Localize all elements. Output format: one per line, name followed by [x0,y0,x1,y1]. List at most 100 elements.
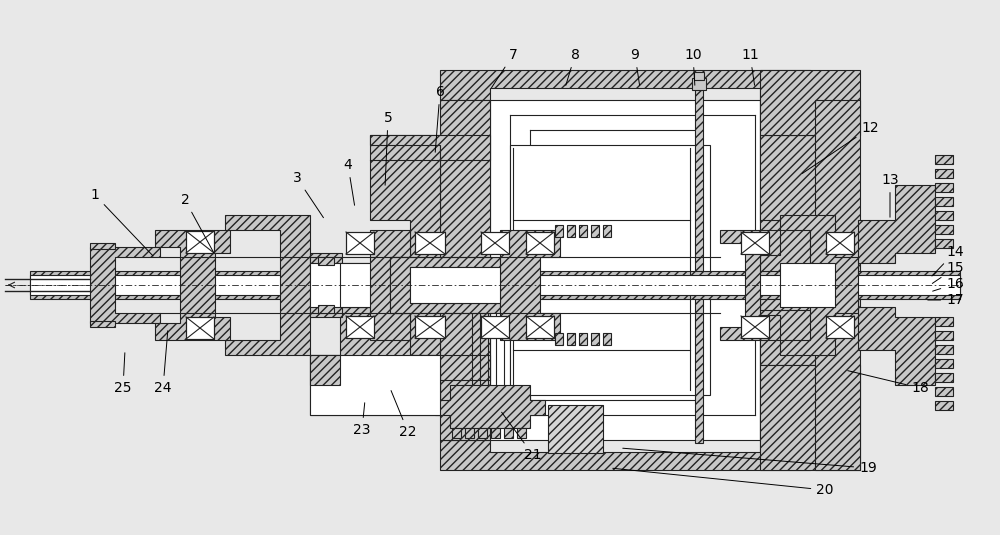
Bar [741,316,769,338]
Bar [186,231,214,253]
Text: 16: 16 [933,277,964,291]
Text: 3: 3 [293,171,323,218]
Bar [186,317,214,339]
Polygon shape [858,185,935,263]
Bar [346,232,374,254]
Bar [579,333,587,345]
Polygon shape [370,355,490,380]
Bar [935,387,953,396]
Bar [815,100,860,470]
Bar [935,183,953,192]
Bar [318,305,334,313]
Bar [526,316,554,338]
Bar [410,267,500,303]
Bar [478,428,487,438]
Bar [310,355,440,415]
Bar [415,316,445,338]
Bar [695,88,703,443]
Polygon shape [500,230,560,340]
Bar [603,333,611,345]
Polygon shape [760,135,850,365]
Bar [555,225,563,237]
Bar [186,317,214,339]
Polygon shape [760,70,860,135]
Bar [526,232,554,254]
Polygon shape [720,230,780,340]
Polygon shape [340,230,410,340]
Bar [579,225,587,237]
Bar [510,145,710,395]
Polygon shape [440,440,810,470]
Bar [935,211,953,220]
Polygon shape [780,215,858,355]
Bar [935,373,953,382]
Bar [318,257,334,265]
Polygon shape [225,215,340,355]
Bar [826,232,854,254]
Bar [504,428,513,438]
Text: 10: 10 [684,48,702,85]
Text: 19: 19 [623,448,877,475]
Bar [186,231,214,253]
Bar [526,316,554,338]
Bar [452,428,461,438]
Text: 22: 22 [391,391,417,439]
Polygon shape [90,247,160,323]
Bar [692,78,706,90]
Text: 4: 4 [344,158,355,205]
Bar [826,316,854,338]
Polygon shape [155,230,230,340]
Bar [346,316,374,338]
Bar [780,263,835,307]
Bar [526,232,554,254]
Bar [591,225,599,237]
Polygon shape [858,307,935,385]
Text: 6: 6 [435,85,444,152]
Bar [481,232,509,254]
Bar [935,155,953,164]
Text: 9: 9 [631,48,640,85]
Bar [346,316,374,338]
Bar [517,428,526,438]
Polygon shape [440,70,810,100]
Text: 15: 15 [932,261,964,284]
Bar [481,232,509,254]
Bar [935,317,953,326]
Text: 7: 7 [492,48,517,88]
Bar [567,225,575,237]
Polygon shape [30,271,960,299]
Text: 14: 14 [932,245,964,276]
Bar [490,100,760,440]
Polygon shape [310,307,440,415]
Text: 23: 23 [353,403,371,437]
Polygon shape [310,355,340,385]
Bar [935,345,953,354]
Bar [567,333,575,345]
Bar [741,232,769,254]
Bar [481,316,509,338]
Text: 24: 24 [154,331,172,395]
Bar [491,428,500,438]
Text: 13: 13 [881,173,899,217]
Bar [340,263,370,307]
Bar [935,169,953,178]
Polygon shape [90,321,115,327]
Bar [548,405,603,453]
Text: 17: 17 [928,293,964,307]
Bar [935,197,953,206]
Bar [741,316,769,338]
Polygon shape [435,385,545,428]
Polygon shape [760,100,810,440]
Bar [591,333,599,345]
Bar [603,225,611,237]
Polygon shape [90,243,115,249]
Bar [826,232,854,254]
Bar [935,401,953,410]
Polygon shape [760,365,860,470]
Text: 25: 25 [114,353,132,395]
Bar [30,275,960,295]
Bar [935,225,953,234]
Polygon shape [370,135,440,365]
Bar [415,316,445,338]
Bar [346,232,374,254]
